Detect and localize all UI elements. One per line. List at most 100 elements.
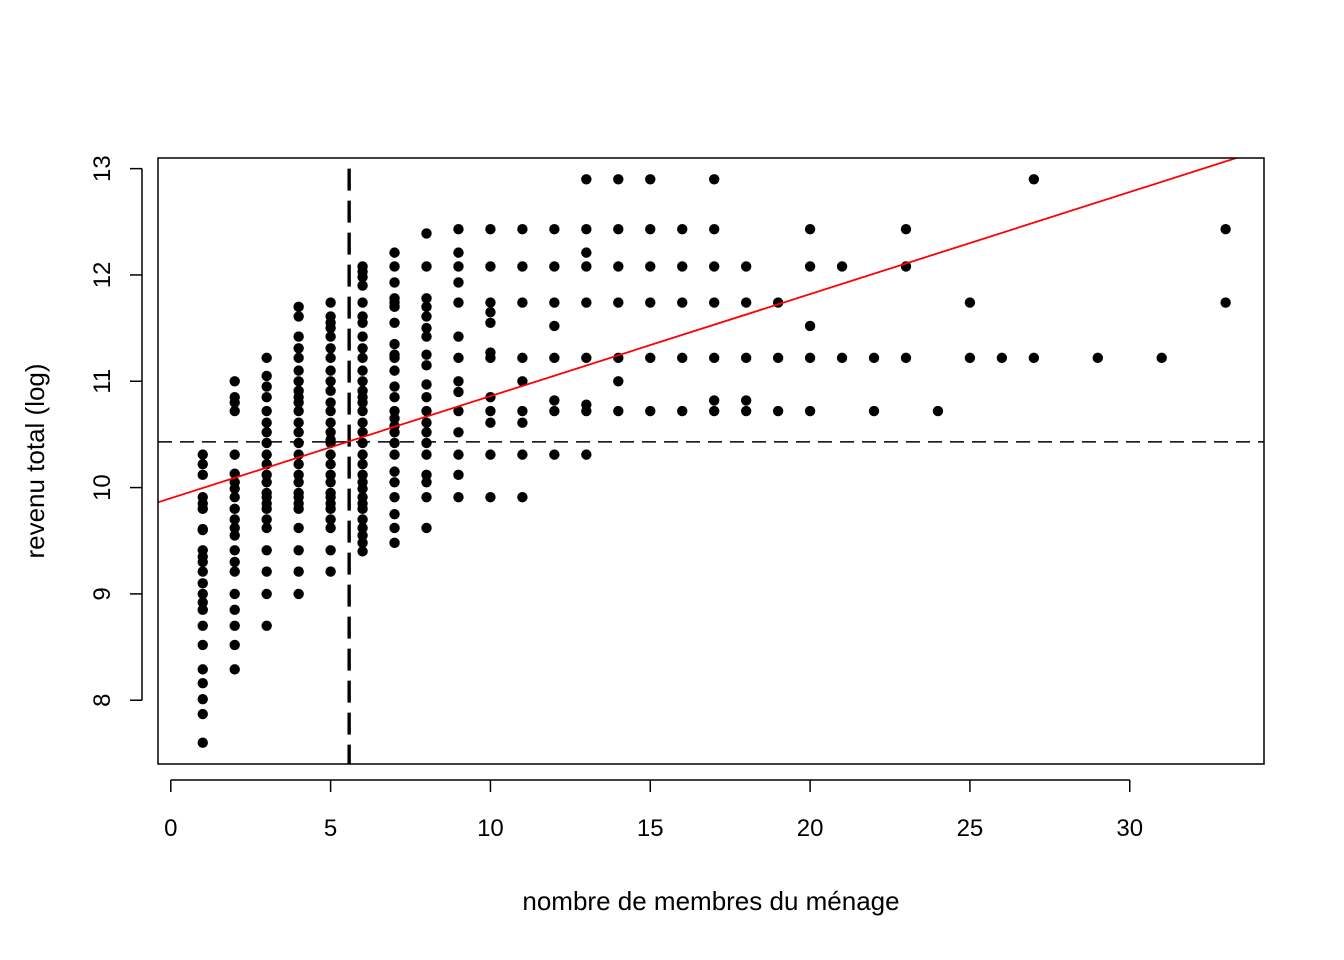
data-point xyxy=(197,604,208,616)
data-point xyxy=(357,271,368,283)
data-point xyxy=(868,352,880,364)
data-point xyxy=(645,261,656,272)
data-point xyxy=(581,297,592,308)
data-point xyxy=(485,352,496,364)
data-point xyxy=(261,620,272,631)
y-tick-label: 11 xyxy=(89,369,116,394)
data-point xyxy=(581,224,592,235)
data-point xyxy=(485,317,496,328)
data-point xyxy=(325,566,336,577)
data-point xyxy=(868,405,880,417)
data-point xyxy=(517,297,528,308)
data-point xyxy=(325,477,336,488)
data-point xyxy=(229,503,240,515)
data-point xyxy=(389,413,400,424)
data-point xyxy=(293,343,304,354)
data-point xyxy=(197,524,208,536)
data-point xyxy=(229,376,240,387)
data-point xyxy=(772,352,784,364)
data-point xyxy=(357,469,368,481)
data-point xyxy=(421,360,432,371)
data-point xyxy=(197,458,208,470)
data-point xyxy=(293,458,304,470)
data-point xyxy=(261,545,272,556)
x-tick-label: 15 xyxy=(637,815,664,842)
data-point xyxy=(581,449,592,460)
data-point xyxy=(293,588,304,600)
data-point xyxy=(357,458,368,470)
data-point xyxy=(357,397,368,408)
data-point xyxy=(229,588,240,600)
data-point xyxy=(708,261,720,272)
data-point xyxy=(836,261,848,272)
data-point xyxy=(389,381,400,392)
data-point xyxy=(485,417,496,428)
data-point xyxy=(1156,352,1167,364)
data-point xyxy=(357,405,368,417)
data-point xyxy=(485,491,496,503)
data-point xyxy=(645,224,656,235)
x-tick-label: 10 xyxy=(477,815,504,842)
y-axis-title: revenu total (log) xyxy=(20,363,50,558)
data-point xyxy=(900,224,912,235)
data-point xyxy=(613,297,624,308)
data-point xyxy=(229,397,240,408)
data-point xyxy=(517,376,528,387)
data-point xyxy=(804,261,816,272)
data-point xyxy=(357,522,368,534)
data-point xyxy=(549,395,560,406)
data-point xyxy=(197,664,208,675)
data-point xyxy=(229,514,240,525)
data-point xyxy=(740,261,752,272)
data-point xyxy=(229,405,240,417)
data-point xyxy=(453,352,464,364)
data-point xyxy=(485,449,496,460)
data-point xyxy=(197,503,208,515)
data-point xyxy=(229,604,240,616)
data-point xyxy=(261,437,272,449)
data-point xyxy=(517,261,528,272)
data-point xyxy=(421,477,432,488)
data-point xyxy=(421,349,432,360)
data-point xyxy=(421,417,432,428)
data-point xyxy=(804,405,816,417)
data-point xyxy=(421,405,432,417)
data-point xyxy=(677,352,688,364)
data-point xyxy=(645,405,656,417)
data-point xyxy=(549,261,560,272)
data-point xyxy=(549,405,560,417)
data-point xyxy=(708,297,720,308)
data-point xyxy=(1028,352,1040,364)
data-point xyxy=(261,381,272,392)
data-point xyxy=(293,437,304,449)
data-point xyxy=(325,427,336,438)
y-tick-label: 10 xyxy=(89,474,116,501)
data-point xyxy=(325,458,336,470)
data-point xyxy=(517,405,528,417)
data-point xyxy=(325,503,336,515)
data-point xyxy=(1028,174,1040,185)
x-tick-label: 0 xyxy=(164,815,177,842)
data-point xyxy=(197,588,208,600)
data-point xyxy=(197,678,208,689)
data-point xyxy=(1220,297,1231,308)
y-tick-label: 12 xyxy=(89,262,116,289)
data-point xyxy=(389,508,400,520)
data-point xyxy=(453,427,464,438)
data-point xyxy=(229,522,240,534)
data-point xyxy=(1092,352,1103,364)
data-point xyxy=(293,566,304,577)
data-point xyxy=(261,392,272,403)
data-point xyxy=(421,491,432,503)
data-point xyxy=(293,376,304,387)
data-point xyxy=(613,224,624,235)
data-point xyxy=(581,261,592,272)
data-point xyxy=(229,639,240,651)
data-point xyxy=(325,397,336,408)
data-point xyxy=(389,261,400,272)
data-point xyxy=(325,352,336,364)
data-point xyxy=(357,537,368,549)
data-point xyxy=(421,379,432,390)
data-point xyxy=(740,405,752,417)
